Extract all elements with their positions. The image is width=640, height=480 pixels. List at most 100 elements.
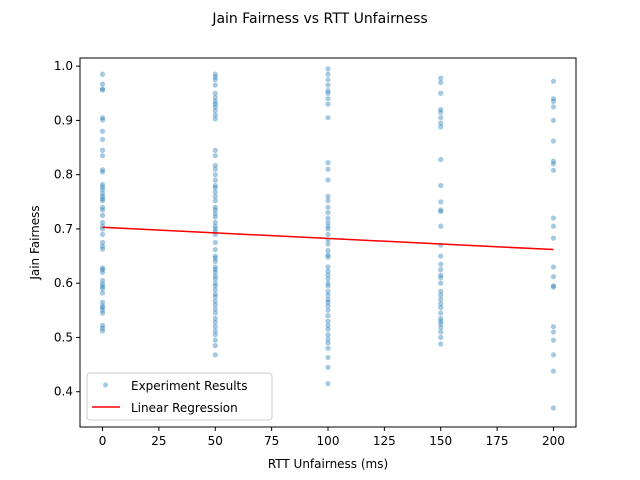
data-point bbox=[325, 248, 331, 254]
data-point bbox=[550, 104, 557, 110]
legend-label-experiment: Experiment Results bbox=[131, 379, 247, 393]
data-point bbox=[438, 292, 444, 298]
data-point bbox=[550, 368, 557, 374]
data-point bbox=[325, 87, 331, 94]
data-point bbox=[550, 235, 557, 241]
data-point bbox=[212, 280, 218, 286]
data-point bbox=[99, 299, 106, 305]
data-point bbox=[438, 124, 444, 130]
data-point bbox=[438, 223, 444, 229]
data-point bbox=[438, 280, 444, 286]
data-point bbox=[325, 307, 331, 313]
data-point bbox=[99, 71, 106, 77]
data-point bbox=[438, 341, 444, 347]
data-point bbox=[212, 108, 218, 114]
data-point bbox=[99, 239, 106, 246]
x-axis-ticks: 0 25 50 75 100 125 150 175 200 bbox=[99, 427, 565, 448]
data-point bbox=[212, 147, 218, 153]
data-point bbox=[99, 243, 106, 249]
data-point bbox=[325, 364, 331, 370]
data-point bbox=[438, 321, 444, 327]
data-point bbox=[212, 104, 218, 110]
data-point bbox=[212, 185, 218, 191]
data-point bbox=[438, 182, 444, 189]
data-point bbox=[212, 166, 218, 172]
data-point bbox=[99, 325, 106, 331]
data-point bbox=[212, 294, 218, 300]
data-point bbox=[438, 267, 444, 273]
data-point bbox=[99, 87, 106, 93]
data-point bbox=[550, 98, 557, 105]
data-point bbox=[99, 286, 106, 292]
data-point bbox=[438, 208, 444, 215]
data-point bbox=[438, 275, 444, 281]
data-point bbox=[212, 204, 218, 210]
data-point bbox=[325, 283, 331, 289]
data-point bbox=[438, 305, 444, 311]
data-point bbox=[438, 90, 444, 96]
x-tick-label: 25 bbox=[151, 434, 166, 448]
data-point bbox=[212, 211, 218, 217]
data-point bbox=[212, 273, 218, 279]
data-point bbox=[325, 223, 331, 229]
data-point bbox=[212, 153, 218, 159]
y-tick-label: 0.6 bbox=[54, 276, 73, 290]
data-point bbox=[550, 215, 557, 221]
legend-marker-experiment bbox=[103, 382, 108, 388]
data-point bbox=[99, 191, 106, 197]
data-point bbox=[99, 136, 106, 142]
data-point bbox=[325, 101, 331, 107]
x-tick-label: 100 bbox=[317, 434, 340, 448]
data-point bbox=[325, 299, 331, 305]
data-point bbox=[99, 277, 106, 284]
data-point bbox=[212, 226, 218, 232]
x-tick-label: 0 bbox=[99, 434, 107, 448]
data-point bbox=[212, 302, 218, 308]
data-point bbox=[325, 241, 331, 247]
data-point bbox=[550, 324, 557, 330]
data-point bbox=[325, 313, 331, 319]
data-point bbox=[438, 325, 444, 331]
data-point bbox=[212, 223, 218, 229]
data-point bbox=[99, 322, 106, 329]
y-tick-label: 0.9 bbox=[54, 113, 73, 127]
data-point bbox=[212, 246, 218, 253]
data-point bbox=[325, 272, 331, 278]
data-point bbox=[325, 96, 331, 102]
data-point bbox=[438, 79, 444, 86]
data-point bbox=[212, 269, 218, 275]
data-point bbox=[325, 252, 331, 258]
data-point bbox=[212, 74, 218, 80]
data-point bbox=[212, 287, 218, 293]
data-point bbox=[99, 207, 106, 213]
data-point bbox=[438, 310, 444, 316]
data-point bbox=[99, 187, 106, 193]
data-point bbox=[212, 291, 218, 297]
y-tick-label: 0.4 bbox=[54, 385, 73, 399]
data-point bbox=[325, 380, 331, 387]
data-point bbox=[212, 98, 218, 105]
data-point bbox=[325, 160, 331, 166]
data-point bbox=[212, 219, 218, 226]
data-point bbox=[438, 106, 444, 113]
data-point bbox=[550, 274, 557, 280]
regression-line-layer bbox=[102, 226, 554, 251]
data-point bbox=[99, 86, 106, 92]
data-point bbox=[99, 307, 106, 313]
data-point bbox=[438, 120, 444, 126]
data-point bbox=[99, 267, 106, 273]
data-point bbox=[550, 264, 557, 270]
data-point bbox=[212, 306, 218, 312]
data-point bbox=[550, 167, 557, 173]
data-point bbox=[99, 169, 106, 175]
y-axis-ticks: 0.4 0.5 0.6 0.7 0.8 0.9 1.0 bbox=[54, 59, 80, 399]
data-point bbox=[325, 204, 331, 210]
data-point bbox=[438, 199, 444, 205]
data-point bbox=[325, 276, 331, 282]
data-point bbox=[212, 352, 218, 358]
data-point bbox=[212, 198, 218, 204]
data-point bbox=[212, 315, 218, 322]
data-point bbox=[438, 253, 444, 259]
data-point bbox=[99, 115, 106, 121]
